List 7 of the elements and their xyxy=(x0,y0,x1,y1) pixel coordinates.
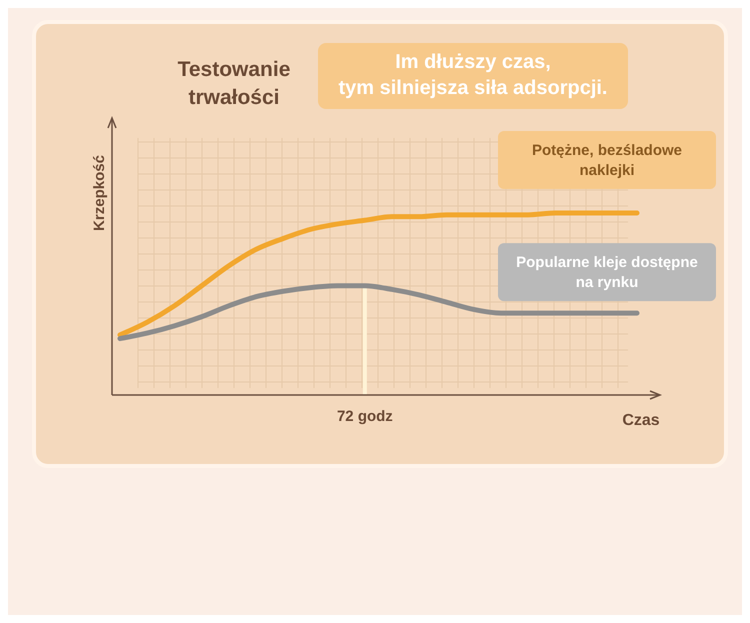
y-axis-title: Krzepkość xyxy=(91,155,108,231)
text: Potężne, bezśladowe naklejki xyxy=(532,142,682,179)
series-label: Popularne kleje dostępne na rynku xyxy=(516,254,698,292)
text: Im dłuższy czas, tym silniejsza siła adsorpcji. xyxy=(338,51,608,99)
x-axis-title: Czas xyxy=(622,412,660,429)
text: 72 godz xyxy=(336,408,393,425)
chart-title: Testowanie trwałości xyxy=(178,58,290,109)
